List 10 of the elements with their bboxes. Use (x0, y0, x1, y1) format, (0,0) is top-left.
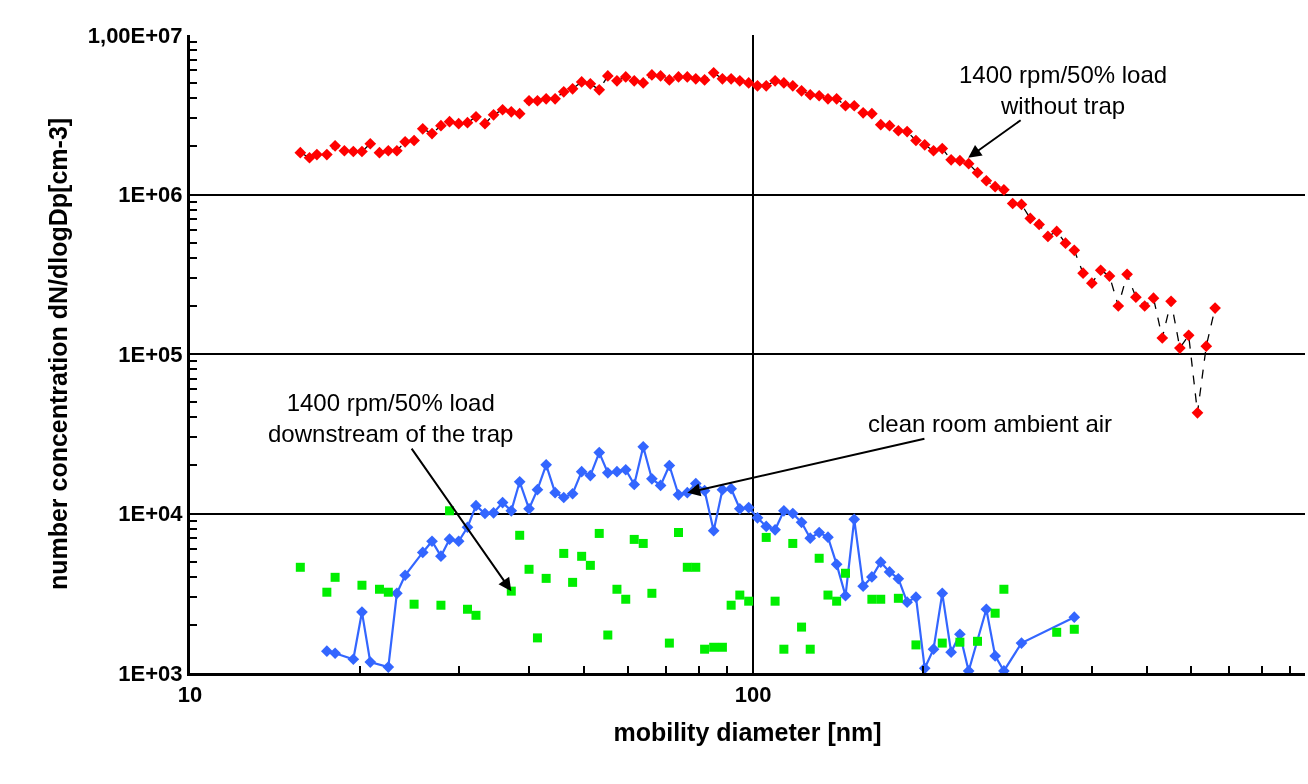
y-tick-label: 1E+05 (118, 341, 183, 367)
y-tick-label: 1E+06 (118, 182, 183, 208)
annotation: 1400 rpm/50% load without trap (959, 61, 1168, 120)
annotation: clean room ambient air (868, 410, 1113, 437)
y-tick-label: 1,00E+07 (87, 22, 183, 48)
y-tick-label: 1E+04 (118, 501, 184, 527)
x-axis-title: mobility diameter [nm] (613, 718, 882, 747)
x-tick-label: 100 (734, 682, 772, 708)
annotation: 1400 rpm/50% load downstream of the trap (268, 389, 514, 448)
y-axis-title: number concentration dN/dlogDp[cm-3] (43, 117, 72, 591)
